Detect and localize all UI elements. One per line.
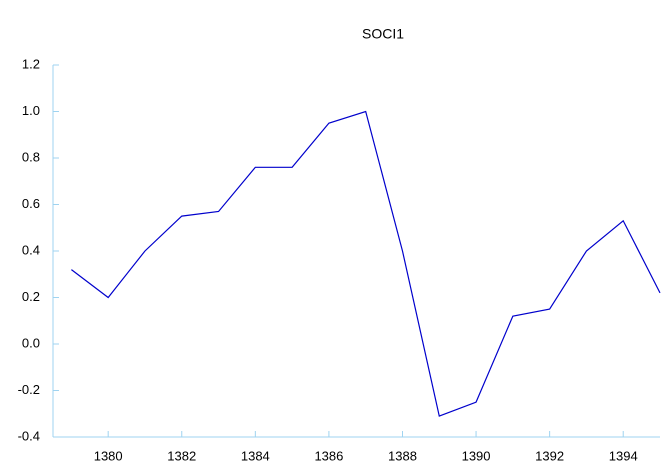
x-tick-label: 1382: [167, 448, 196, 463]
y-tick-label: 1.0: [22, 103, 40, 118]
y-tick-label: -0.4: [18, 428, 40, 443]
x-tick-label: 1384: [241, 448, 270, 463]
series-line: [71, 110, 661, 417]
y-tick-label: 0.2: [22, 289, 40, 304]
x-tick-label: 1386: [314, 448, 343, 463]
x-tick-label: 1380: [94, 448, 123, 463]
x-tick-label: 1394: [609, 448, 638, 463]
y-tick-label: 0.4: [22, 242, 40, 257]
y-tick-label: 0.6: [22, 196, 40, 211]
x-tick-label: 1388: [388, 448, 417, 463]
y-tick-label: -0.2: [18, 382, 40, 397]
x-tick-label: 1390: [462, 448, 491, 463]
y-tick-label: 0.8: [22, 149, 40, 164]
y-tick-label: 0.0: [22, 335, 40, 350]
x-tick-label: 1392: [535, 448, 564, 463]
y-tick-label: 1.2: [22, 56, 40, 71]
chart-title: SOCI1: [362, 26, 404, 42]
